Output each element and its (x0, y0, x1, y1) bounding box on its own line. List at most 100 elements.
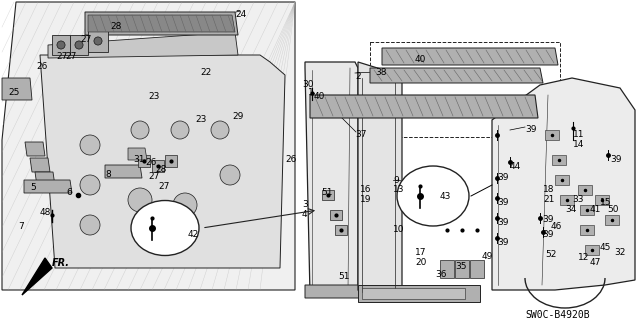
Polygon shape (455, 260, 469, 278)
Text: 27: 27 (65, 52, 76, 61)
Text: 7: 7 (18, 222, 24, 231)
Text: 33: 33 (572, 195, 584, 204)
Polygon shape (605, 215, 619, 225)
Polygon shape (305, 285, 382, 298)
Text: 5: 5 (30, 183, 36, 192)
Polygon shape (128, 148, 147, 160)
Polygon shape (585, 245, 599, 255)
Text: SW0C-B4920B: SW0C-B4920B (525, 310, 589, 319)
Text: 39: 39 (497, 238, 509, 247)
Text: 26: 26 (145, 158, 156, 167)
Circle shape (80, 215, 100, 235)
Bar (370, 42, 560, 137)
Polygon shape (70, 35, 88, 55)
Text: 8: 8 (105, 170, 111, 179)
Polygon shape (362, 288, 465, 299)
Polygon shape (30, 158, 50, 172)
Text: 46: 46 (551, 222, 563, 231)
Text: 2: 2 (355, 72, 360, 81)
Text: 20: 20 (415, 258, 426, 267)
Text: 15: 15 (600, 198, 611, 207)
Polygon shape (580, 205, 594, 215)
Text: 13: 13 (393, 185, 404, 194)
Text: 44: 44 (510, 162, 521, 171)
Text: 36: 36 (435, 270, 447, 279)
Text: 17: 17 (415, 248, 426, 257)
Text: 29: 29 (232, 112, 243, 121)
Text: 12: 12 (578, 253, 589, 262)
Polygon shape (52, 35, 70, 55)
Text: 40: 40 (415, 55, 426, 64)
Text: 28: 28 (110, 22, 122, 31)
Text: 45: 45 (600, 243, 611, 252)
Text: 22: 22 (200, 68, 211, 77)
Text: 18: 18 (543, 185, 554, 194)
Text: 41: 41 (590, 205, 602, 214)
Text: 28: 28 (155, 165, 166, 174)
Polygon shape (105, 165, 142, 178)
Text: 27: 27 (56, 52, 67, 61)
Polygon shape (40, 55, 285, 268)
Text: 34: 34 (565, 205, 577, 214)
Text: 37: 37 (355, 130, 367, 139)
Circle shape (128, 188, 152, 212)
Polygon shape (2, 2, 295, 290)
Text: 19: 19 (360, 195, 371, 204)
Polygon shape (152, 160, 164, 172)
Circle shape (171, 121, 189, 139)
Text: 39: 39 (542, 230, 554, 239)
Text: 35: 35 (455, 262, 467, 271)
Text: 24: 24 (235, 10, 246, 19)
Text: 16: 16 (360, 185, 371, 194)
Text: 4: 4 (302, 210, 308, 219)
Text: 52: 52 (545, 250, 556, 259)
Text: 51: 51 (338, 272, 349, 281)
Text: 39: 39 (497, 218, 509, 227)
Polygon shape (370, 68, 543, 83)
Text: 6: 6 (66, 188, 72, 197)
Text: 39: 39 (525, 125, 536, 134)
Circle shape (211, 121, 229, 139)
Text: 31: 31 (133, 155, 145, 164)
Text: 26: 26 (285, 155, 296, 164)
Circle shape (94, 37, 102, 45)
Text: 40: 40 (314, 92, 325, 101)
Polygon shape (492, 78, 635, 290)
Text: 39: 39 (610, 155, 621, 164)
Text: 23: 23 (148, 92, 159, 101)
Polygon shape (440, 260, 454, 278)
Polygon shape (88, 15, 235, 32)
Polygon shape (560, 195, 574, 205)
Text: 48: 48 (40, 208, 51, 217)
Polygon shape (595, 195, 609, 205)
Text: 25: 25 (8, 88, 19, 97)
Text: FR.: FR. (52, 258, 70, 268)
Polygon shape (48, 32, 238, 58)
Text: 23: 23 (195, 115, 206, 124)
Ellipse shape (131, 201, 199, 256)
Text: 38: 38 (375, 68, 387, 77)
Text: 32: 32 (614, 248, 625, 257)
Ellipse shape (397, 166, 469, 226)
Polygon shape (555, 175, 569, 185)
Circle shape (220, 165, 240, 185)
Circle shape (80, 135, 100, 155)
Polygon shape (88, 30, 108, 52)
Polygon shape (578, 185, 592, 195)
Polygon shape (330, 210, 342, 220)
Text: 11: 11 (573, 130, 584, 139)
Text: 39: 39 (497, 173, 509, 182)
Polygon shape (358, 285, 480, 302)
Circle shape (131, 121, 149, 139)
Polygon shape (2, 78, 32, 100)
Polygon shape (310, 95, 538, 118)
Text: 14: 14 (573, 140, 584, 149)
Text: 51: 51 (321, 188, 333, 197)
Polygon shape (358, 62, 402, 295)
Polygon shape (22, 258, 52, 295)
Text: 39: 39 (497, 198, 509, 207)
Polygon shape (305, 62, 358, 295)
Text: 50: 50 (607, 205, 618, 214)
Polygon shape (85, 12, 238, 35)
Circle shape (173, 193, 197, 217)
